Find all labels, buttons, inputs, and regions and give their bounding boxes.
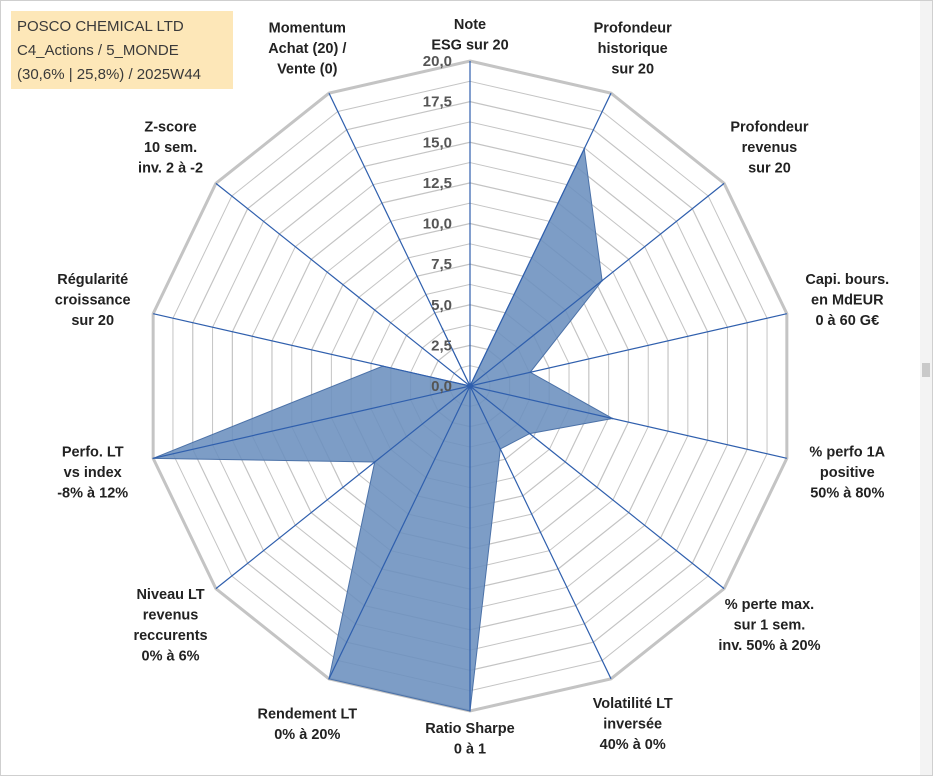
- radar-axis-labels: Note ESG sur 20 Profondeur historique sur 20…: [55, 17, 889, 758]
- axis-spoke: [469, 92, 612, 387]
- axis-label: Volatilité LT inversée 40% à 0%: [593, 696, 673, 753]
- radar-tick-labels: 0,0 2,5 5,0 7,5 10,0 12,5 15,0 17,5 20,0: [423, 53, 452, 395]
- axis-label: % perte max. sur 1 sem. inv. 50% à 20%: [718, 597, 820, 654]
- tick-label: 2,5: [431, 337, 452, 354]
- axis-label: Ratio Sharpe 0 à 1: [425, 721, 514, 758]
- axis-label-line: Capi. bours.: [805, 272, 889, 288]
- axis-label-line: Achat (20) /: [268, 41, 346, 57]
- axis-label-line: Vente (0): [277, 61, 338, 77]
- axis-label-line: Perfo. LT: [62, 444, 124, 460]
- axis-label-line: inversée: [603, 717, 662, 733]
- axis-label-line: 0 à 1: [454, 742, 486, 758]
- axis-label-line: % perte max.: [725, 597, 814, 613]
- axis-spoke: [469, 385, 612, 680]
- axis-label-line: sur 20: [611, 61, 654, 77]
- vertical-scrollbar[interactable]: [920, 1, 932, 775]
- axis-label-line: 50% à 80%: [810, 485, 884, 501]
- axis-label-line: 0 à 60 G€: [815, 313, 879, 329]
- axis-label-line: Volatilité LT: [593, 696, 673, 712]
- axis-label-line: positive: [820, 465, 875, 481]
- company-name: POSCO CHEMICAL LTD: [17, 18, 184, 35]
- axis-label-line: % perfo 1A: [809, 444, 885, 460]
- axis-label: Z-score 10 sem. inv. 2 à -2: [138, 119, 203, 176]
- axis-label-line: revenus: [143, 607, 199, 623]
- score-summary: (30,6% | 25,8%) / 2025W44: [17, 66, 201, 83]
- axis-label-line: Momentum: [269, 20, 346, 36]
- axis-label: Profondeur historique sur 20: [594, 20, 672, 77]
- axis-spoke: [328, 385, 471, 680]
- axis-label: Perfo. LT vs index -8% à 12%: [57, 444, 128, 501]
- axis-spoke: [153, 385, 471, 459]
- tick-label: 7,5: [431, 256, 452, 273]
- tick-label: 5,0: [431, 297, 452, 314]
- axis-label-line: inv. 50% à 20%: [718, 638, 820, 654]
- axis-spoke: [328, 92, 471, 387]
- axis-label-line: Profondeur: [730, 119, 808, 135]
- axis-label-line: 0% à 6%: [142, 648, 200, 664]
- tick-label: 12,5: [423, 175, 452, 192]
- radar-spokes: [153, 61, 787, 711]
- axis-label-line: historique: [598, 41, 668, 57]
- axis-label-line: Profondeur: [594, 20, 672, 36]
- axis-spoke: [469, 385, 725, 590]
- axis-label-line: Note: [454, 17, 486, 33]
- axis-label-line: ESG sur 20: [431, 38, 508, 54]
- axis-label: Rendement LT 0% à 20%: [257, 706, 357, 743]
- axis-label: Régularité croissance sur 20: [55, 272, 131, 329]
- axis-label: Niveau LT revenus reccurents 0% à 6%: [133, 587, 207, 665]
- axis-label-line: sur 1 sem.: [734, 618, 806, 634]
- axis-label-line: reccurents: [133, 628, 207, 644]
- axis-spoke: [215, 182, 471, 387]
- axis-spoke: [469, 182, 725, 387]
- portfolio-name: C4_Actions / 5_MONDE: [17, 42, 179, 59]
- axis-label-line: Niveau LT: [136, 587, 204, 603]
- axis-label: Profondeur revenus sur 20: [730, 119, 808, 176]
- axis-label-line: revenus: [742, 140, 798, 156]
- chart-title-box: POSCO CHEMICAL LTD C4_Actions / 5_MONDE …: [11, 11, 233, 89]
- axis-label-line: Z-score: [144, 119, 196, 135]
- axis-label-line: sur 20: [748, 160, 791, 176]
- axis-label-line: en MdEUR: [811, 293, 884, 309]
- axis-label-line: Régularité: [57, 272, 128, 288]
- axis-label: Note ESG sur 20: [431, 17, 508, 54]
- axis-label-line: sur 20: [71, 313, 114, 329]
- tick-label: 10,0: [423, 216, 452, 233]
- axis-spoke: [153, 313, 471, 387]
- axis-spoke: [469, 385, 787, 459]
- axis-label-line: vs index: [64, 465, 122, 481]
- axis-label-line: 0% à 20%: [274, 727, 340, 743]
- tick-label: 17,5: [423, 94, 452, 111]
- axis-spoke: [469, 313, 787, 387]
- axis-label-line: inv. 2 à -2: [138, 160, 203, 176]
- axis-label: % perfo 1A positive 50% à 80%: [809, 444, 885, 501]
- axis-label-line: Rendement LT: [257, 706, 357, 722]
- axis-label-line: -8% à 12%: [57, 485, 128, 501]
- axis-label-line: croissance: [55, 293, 131, 309]
- tick-label: 0,0: [431, 378, 452, 395]
- axis-label-line: Ratio Sharpe: [425, 721, 514, 737]
- scrollbar-thumb[interactable]: [922, 363, 930, 377]
- axis-label: Momentum Achat (20) / Vente (0): [268, 20, 346, 77]
- axis-label-line: 10 sem.: [144, 140, 197, 156]
- tick-label: 15,0: [423, 134, 452, 151]
- axis-label-line: 40% à 0%: [600, 737, 666, 753]
- axis-spoke: [215, 385, 471, 590]
- axis-label: Capi. bours. en MdEUR 0 à 60 G€: [805, 272, 889, 329]
- tick-label: 20,0: [423, 53, 452, 70]
